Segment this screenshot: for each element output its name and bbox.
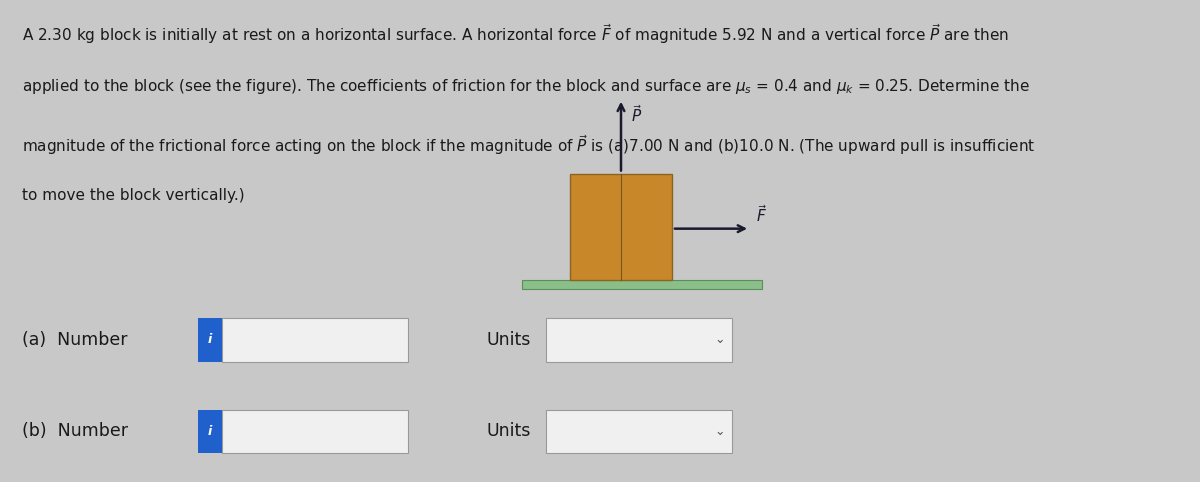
Bar [570,174,672,280]
Text: i: i [208,425,212,438]
Text: magnitude of the frictional force acting on the block if the magnitude of $\vec{: magnitude of the frictional force acting… [22,133,1034,157]
Bar [546,318,732,362]
Text: Units: Units [486,331,530,349]
Bar [198,318,222,362]
Bar [546,410,732,453]
Text: applied to the block (see the figure). The coefficients of friction for the bloc: applied to the block (see the figure). T… [22,77,1030,96]
Text: $\vec{F}$: $\vec{F}$ [756,204,767,225]
Text: (b)  Number: (b) Number [22,422,127,441]
Text: i: i [208,334,212,346]
Bar [522,280,762,289]
Text: (a)  Number: (a) Number [22,331,127,349]
Text: to move the block vertically.): to move the block vertically.) [22,188,245,203]
Text: $\vec{P}$: $\vec{P}$ [631,104,642,124]
Text: Units: Units [486,422,530,441]
Bar [222,410,408,453]
Text: ⌄: ⌄ [715,425,725,438]
Text: A 2.30 kg block is initially at rest on a horizontal surface. A horizontal force: A 2.30 kg block is initially at rest on … [22,22,1008,46]
Text: ⌄: ⌄ [715,334,725,346]
Bar [222,318,408,362]
Bar [198,410,222,453]
